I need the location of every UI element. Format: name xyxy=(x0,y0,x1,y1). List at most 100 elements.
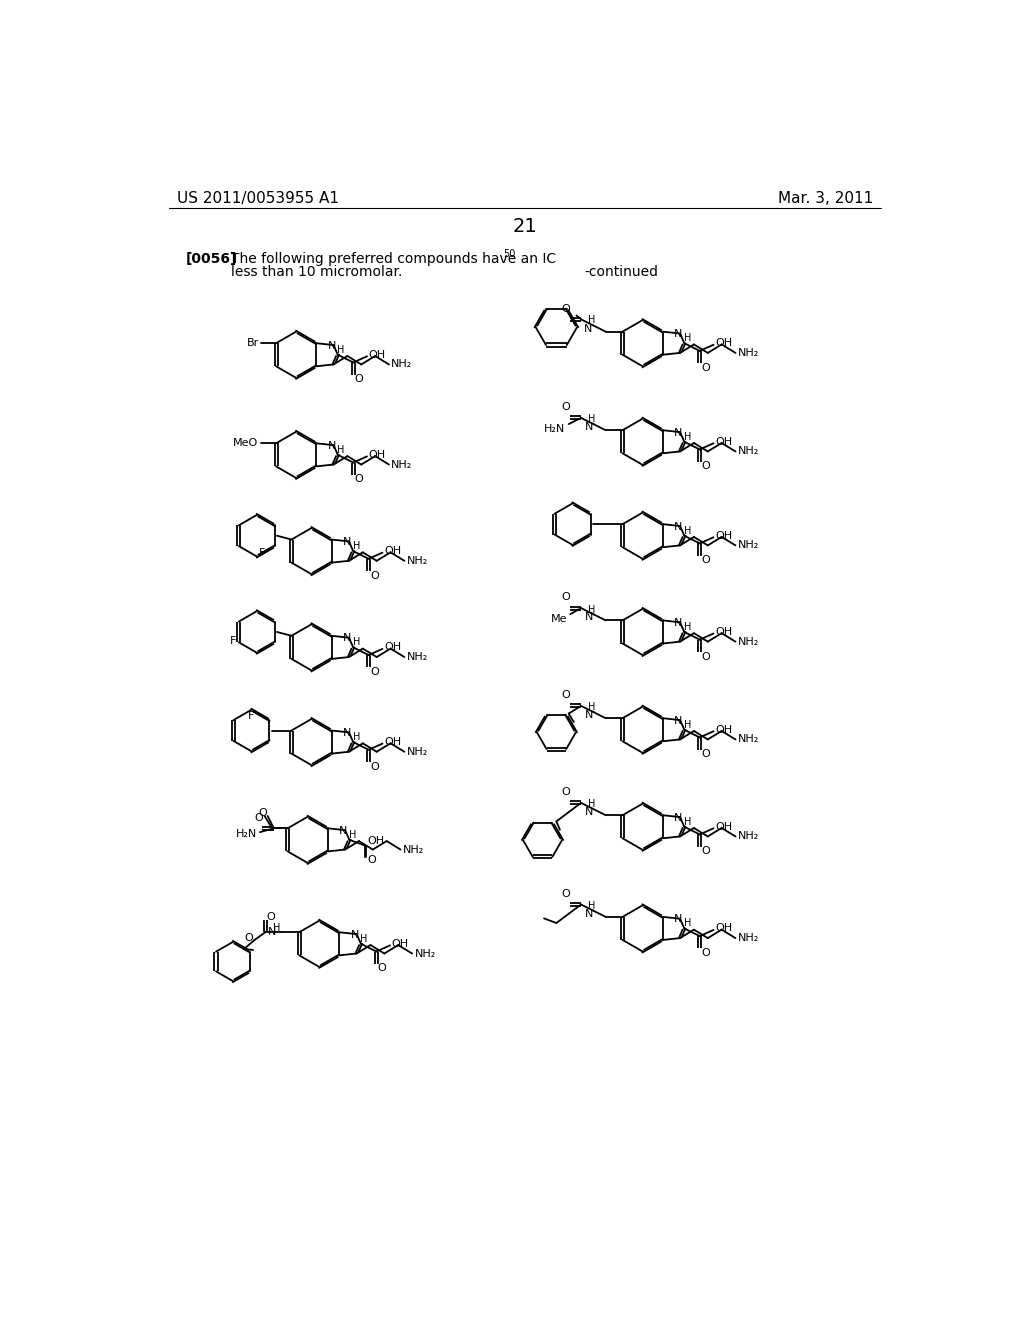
Text: NH₂: NH₂ xyxy=(407,556,428,566)
Text: H: H xyxy=(349,830,356,840)
Text: NH₂: NH₂ xyxy=(737,734,759,744)
Text: F: F xyxy=(258,548,265,558)
Text: O: O xyxy=(561,403,570,412)
Text: H: H xyxy=(353,733,360,742)
Text: O: O xyxy=(370,667,379,677)
Text: N: N xyxy=(675,428,683,438)
Text: N: N xyxy=(585,422,593,432)
Text: N: N xyxy=(675,521,683,532)
Text: O: O xyxy=(378,964,387,973)
Text: NH₂: NH₂ xyxy=(737,636,759,647)
Text: H: H xyxy=(353,541,360,550)
Text: O: O xyxy=(701,948,710,958)
Text: NH₂: NH₂ xyxy=(402,845,424,854)
Text: NH₂: NH₂ xyxy=(737,540,759,550)
Text: NH₂: NH₂ xyxy=(407,747,428,756)
Text: O: O xyxy=(561,888,570,899)
Text: 50: 50 xyxy=(503,249,516,259)
Text: H: H xyxy=(588,702,596,713)
Text: NH₂: NH₂ xyxy=(737,933,759,942)
Text: N: N xyxy=(343,537,351,548)
Text: N: N xyxy=(675,915,683,924)
Text: N: N xyxy=(585,710,593,721)
Text: Mar. 3, 2011: Mar. 3, 2011 xyxy=(778,191,873,206)
Text: H: H xyxy=(273,923,281,933)
Text: OH: OH xyxy=(715,725,732,735)
Text: OH: OH xyxy=(384,546,401,556)
Text: O: O xyxy=(701,846,710,857)
Text: F: F xyxy=(229,636,236,645)
Text: H₂N: H₂N xyxy=(236,829,257,840)
Text: H: H xyxy=(588,800,596,809)
Text: NH₂: NH₂ xyxy=(391,359,413,370)
Text: O: O xyxy=(561,593,570,602)
Text: O: O xyxy=(245,933,253,944)
Text: O: O xyxy=(561,787,570,797)
Text: F: F xyxy=(248,711,255,721)
Text: H: H xyxy=(588,414,596,425)
Text: O: O xyxy=(370,762,379,772)
Text: OH: OH xyxy=(715,924,732,933)
Text: NH₂: NH₂ xyxy=(737,446,759,457)
Text: H: H xyxy=(684,719,691,730)
Text: [0056]: [0056] xyxy=(186,252,238,265)
Text: NH₂: NH₂ xyxy=(407,652,428,663)
Text: OH: OH xyxy=(384,737,401,747)
Text: less than 10 micromolar.: less than 10 micromolar. xyxy=(230,265,402,280)
Text: OH: OH xyxy=(392,939,409,949)
Text: H: H xyxy=(588,315,596,325)
Text: OH: OH xyxy=(369,450,386,459)
Text: OH: OH xyxy=(715,437,732,446)
Text: N: N xyxy=(585,807,593,817)
Text: O: O xyxy=(368,855,377,865)
Text: H: H xyxy=(337,445,345,455)
Text: N: N xyxy=(339,826,348,836)
Text: OH: OH xyxy=(368,837,385,846)
Text: N: N xyxy=(675,813,683,822)
Text: Br: Br xyxy=(247,338,259,348)
Text: N: N xyxy=(343,634,351,643)
Text: MeO: MeO xyxy=(233,438,258,449)
Text: H: H xyxy=(684,622,691,632)
Text: N: N xyxy=(343,729,351,738)
Text: H: H xyxy=(684,432,691,442)
Text: O: O xyxy=(354,474,364,484)
Text: O: O xyxy=(701,556,710,565)
Text: N: N xyxy=(351,929,359,940)
Text: H₂N: H₂N xyxy=(545,424,565,434)
Text: O: O xyxy=(354,375,364,384)
Text: H: H xyxy=(684,817,691,826)
Text: N: N xyxy=(267,927,276,937)
Text: N: N xyxy=(328,341,336,351)
Text: O: O xyxy=(701,652,710,661)
Text: 21: 21 xyxy=(512,216,538,236)
Text: OH: OH xyxy=(715,531,732,541)
Text: US 2011/0053955 A1: US 2011/0053955 A1 xyxy=(177,191,339,206)
Text: NH₂: NH₂ xyxy=(391,459,413,470)
Text: O: O xyxy=(370,570,379,581)
Text: OH: OH xyxy=(369,350,386,360)
Text: O: O xyxy=(701,750,710,759)
Text: NH₂: NH₂ xyxy=(415,949,435,958)
Text: N: N xyxy=(585,908,593,919)
Text: OH: OH xyxy=(715,338,732,348)
Text: The following preferred compounds have an IC: The following preferred compounds have a… xyxy=(230,252,556,265)
Text: N: N xyxy=(675,618,683,628)
Text: H: H xyxy=(588,902,596,911)
Text: N: N xyxy=(328,441,336,451)
Text: OH: OH xyxy=(715,822,732,832)
Text: OH: OH xyxy=(384,643,401,652)
Text: Me: Me xyxy=(551,614,567,624)
Text: H: H xyxy=(353,638,360,647)
Text: OH: OH xyxy=(715,627,732,638)
Text: H: H xyxy=(684,525,691,536)
Text: N: N xyxy=(584,323,592,334)
Text: O: O xyxy=(561,690,570,700)
Text: H: H xyxy=(337,345,345,355)
Text: O: O xyxy=(561,304,570,314)
Text: N: N xyxy=(585,612,593,622)
Text: O: O xyxy=(254,813,263,822)
Text: N: N xyxy=(675,329,683,339)
Text: -continued: -continued xyxy=(585,265,658,280)
Text: H: H xyxy=(588,605,596,615)
